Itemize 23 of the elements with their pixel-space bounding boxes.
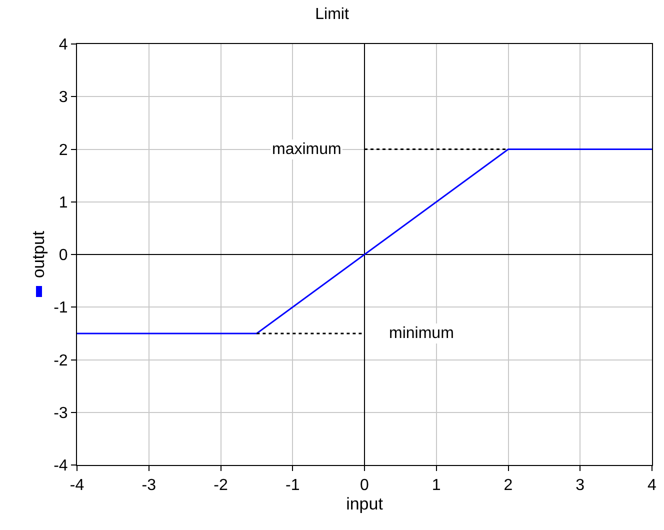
y-tick-label: 2 xyxy=(58,142,68,159)
y-axis-title: output xyxy=(29,230,48,278)
y-tick-label: 0 xyxy=(58,247,68,264)
x-tick-label: -1 xyxy=(286,477,300,494)
x-tick-label: 1 xyxy=(432,477,441,494)
x-tick-label: 2 xyxy=(504,477,513,494)
x-tick-label: -2 xyxy=(214,477,228,494)
series-label: maximum xyxy=(272,141,342,158)
y-tick-label: 4 xyxy=(58,36,68,54)
x-tick-label: -3 xyxy=(142,477,156,494)
y-tick-label: 1 xyxy=(58,194,68,212)
y-tick-label: 3 xyxy=(58,89,68,106)
x-tick-label: 3 xyxy=(576,477,585,494)
x-tick-label: -4 xyxy=(70,477,84,494)
y-tick-label: -2 xyxy=(54,352,68,370)
y-tick-label: -4 xyxy=(54,458,68,475)
y-tick-label: -3 xyxy=(54,404,68,422)
x-axis-title: input xyxy=(346,494,384,514)
chart-title: Limit xyxy=(315,6,350,24)
x-tick-label: 0 xyxy=(360,477,370,494)
y-tick-label: -1 xyxy=(54,300,68,317)
series-label: minimum xyxy=(389,325,454,342)
x-tick-label: 4 xyxy=(648,477,657,494)
